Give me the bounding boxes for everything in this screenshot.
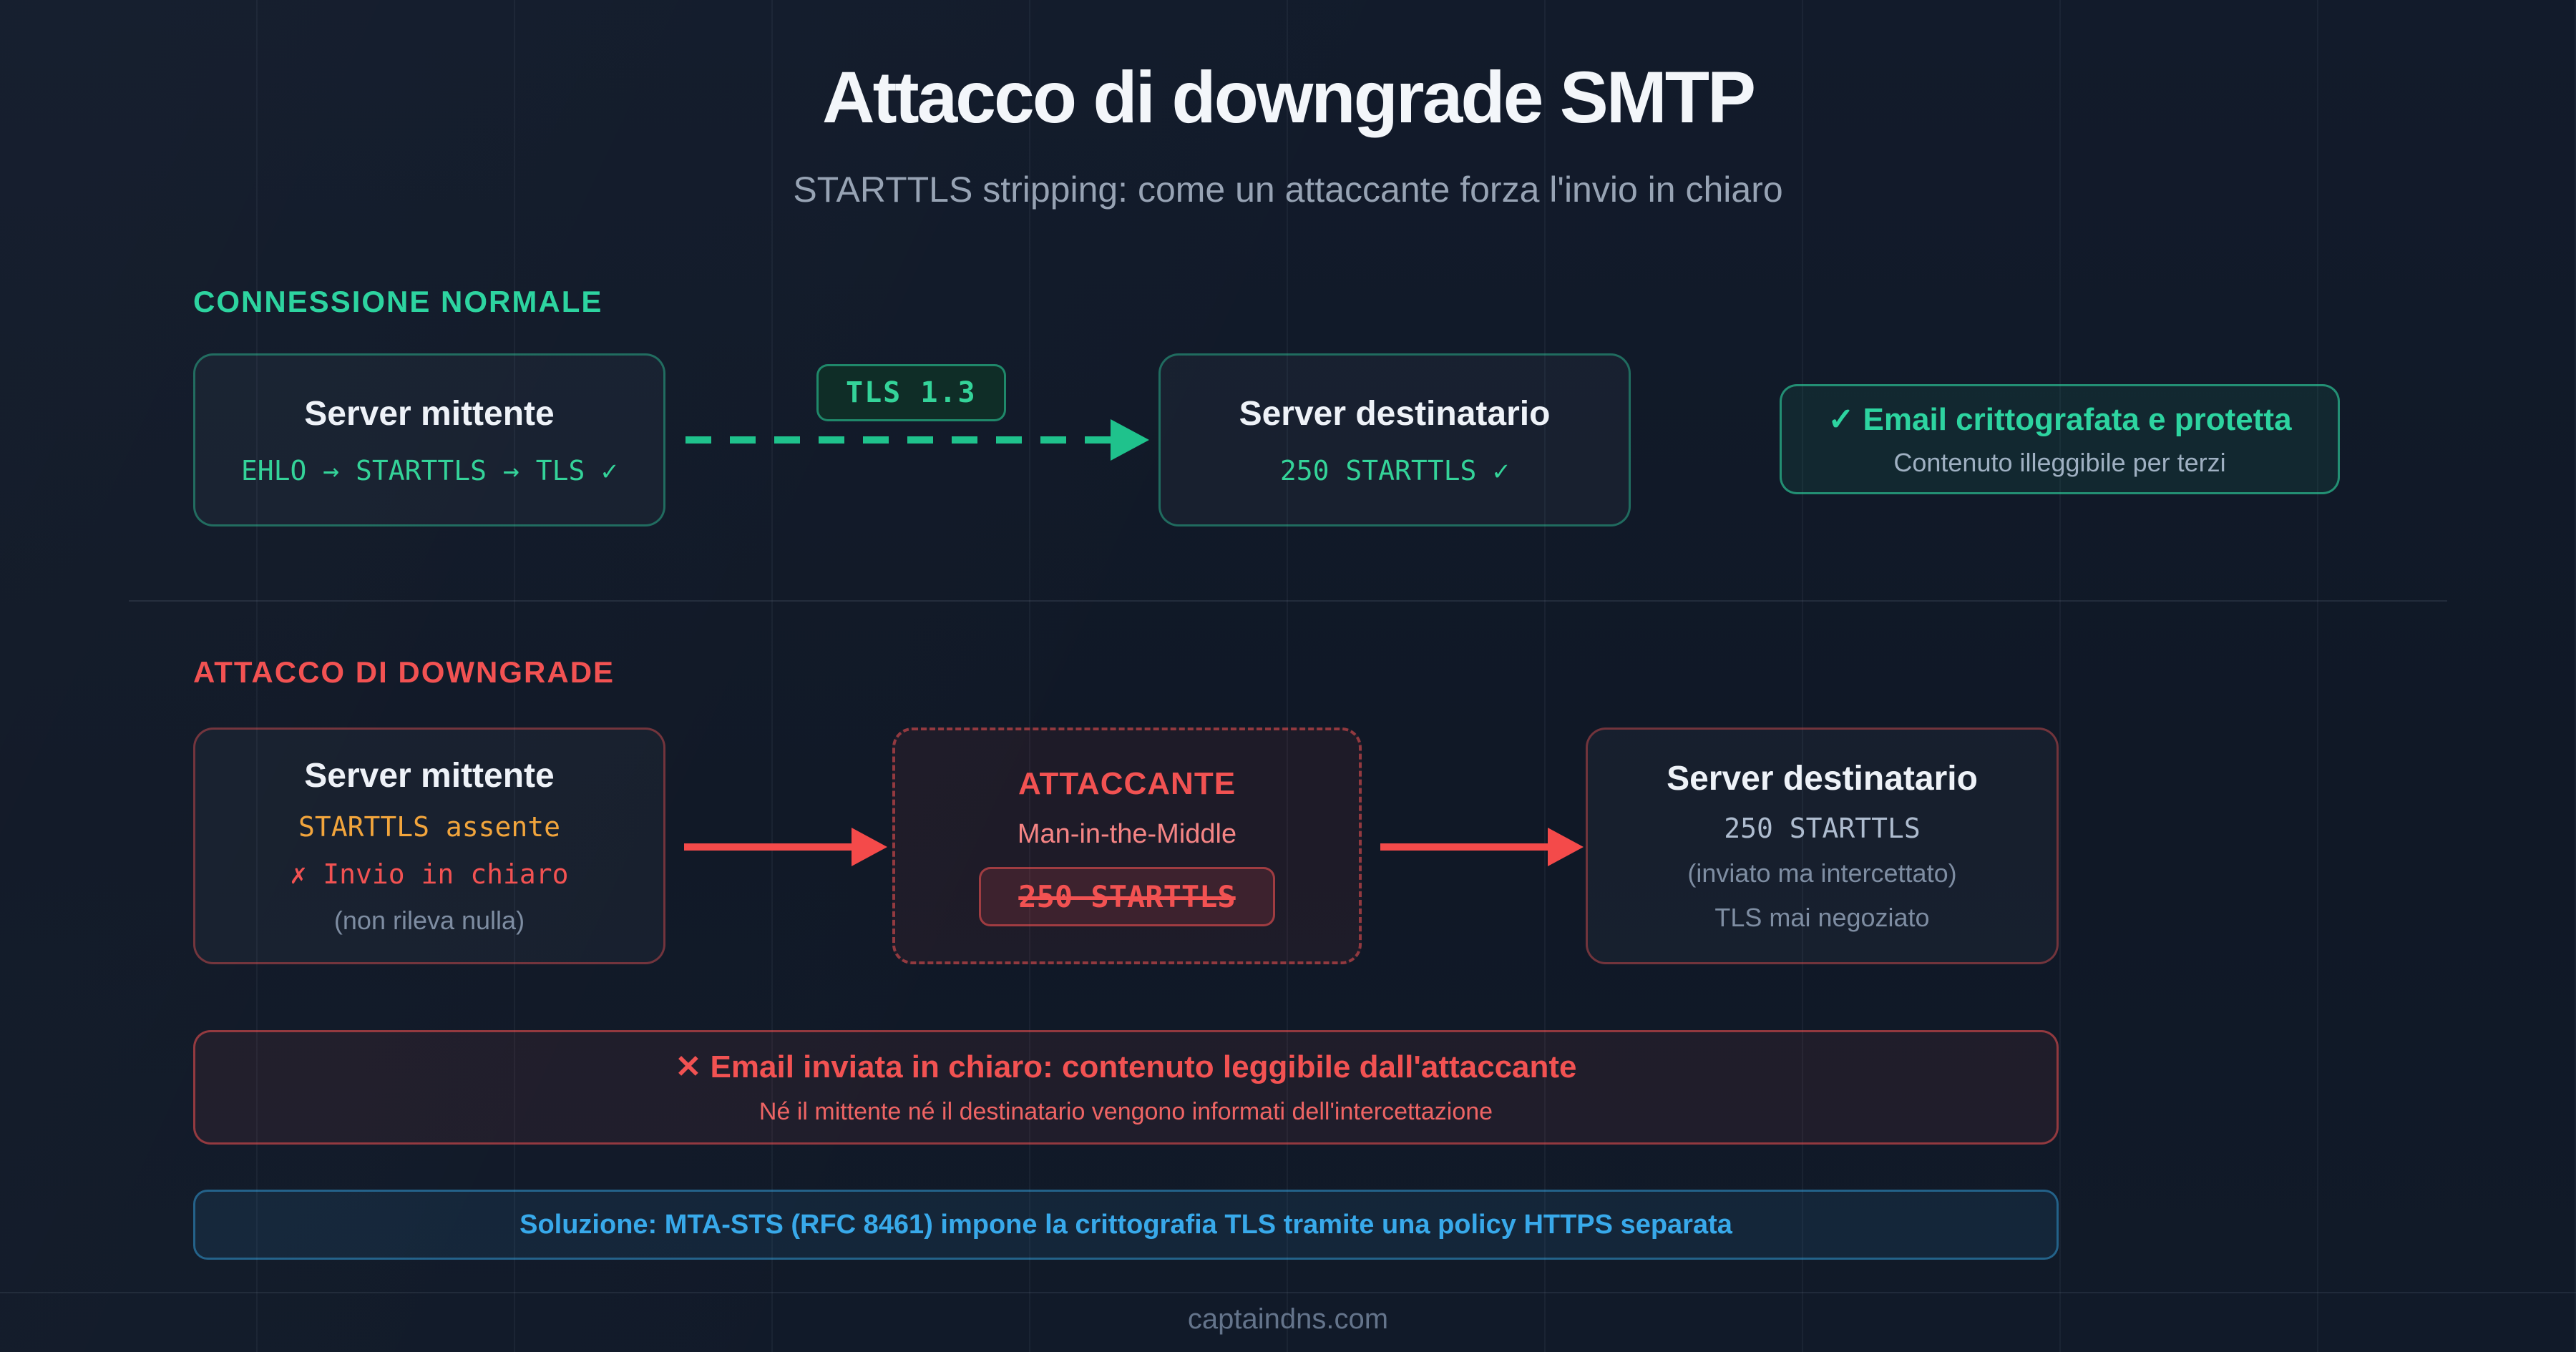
- attacker-subtitle: Man-in-the-Middle: [1017, 818, 1237, 849]
- normal-sender-box: Server mittente EHLO → STARTTLS → TLS ✓: [193, 353, 665, 526]
- encrypted-connection-arrow: [686, 436, 1115, 444]
- footer-divider: [0, 1292, 2576, 1293]
- attack-sender-note: (non rileva nulla): [333, 906, 525, 935]
- attack-sender-plaintext-line: ✗ Invio in chiaro: [290, 858, 569, 890]
- encrypted-result-box: ✓ Email crittografata e protetta Contenu…: [1780, 384, 2340, 494]
- page-subtitle: STARTTLS stripping: come un attaccante f…: [793, 170, 1783, 210]
- encrypted-arrow-head-icon: [1111, 419, 1149, 461]
- attacker-title: ATTACCANTE: [1018, 765, 1236, 801]
- footer-site-label: captaindns.com: [1187, 1303, 1389, 1335]
- attacker-box: ATTACCANTE Man-in-the-Middle 250 STARTTL…: [892, 728, 1362, 964]
- normal-sender-title: Server mittente: [304, 394, 555, 433]
- normal-receiver-title: Server destinatario: [1239, 394, 1551, 433]
- section-divider: [129, 600, 2447, 602]
- tls-version-badge: TLS 1.3: [816, 364, 1006, 421]
- normal-section-label: CONNESSIONE NORMALE: [193, 285, 603, 318]
- intercepted-arrow-right-head-icon: [1548, 828, 1584, 866]
- normal-receiver-detail: 250 STARTTLS ✓: [1279, 454, 1510, 486]
- normal-receiver-box: Server destinatario 250 STARTTLS ✓: [1158, 353, 1631, 526]
- attack-receiver-starttls-line: 250 STARTTLS: [1724, 813, 1921, 844]
- attack-receiver-title: Server destinatario: [1667, 760, 1978, 798]
- page-title: Attacco di downgrade SMTP: [821, 57, 1756, 138]
- encrypted-result-subtitle: Contenuto illeggibile per terzi: [1893, 447, 2226, 477]
- encrypted-result-title: ✓ Email crittografata e protetta: [1828, 401, 2292, 437]
- normal-sender-detail: EHLO → STARTTLS → TLS ✓: [240, 454, 618, 486]
- intercepted-arrow-right: [1380, 843, 1549, 851]
- attack-sender-title: Server mittente: [304, 757, 555, 795]
- plaintext-warning-subtitle: Né il mittente né il destinatario vengon…: [758, 1098, 1493, 1125]
- solution-banner: Soluzione: MTA-STS (RFC 8461) impone la …: [193, 1190, 2059, 1260]
- plaintext-warning-banner: ✕ Email inviata in chiaro: contenuto leg…: [193, 1030, 2059, 1145]
- stripped-starttls-badge: 250 STARTTLS: [979, 866, 1275, 926]
- intercepted-arrow-left: [684, 843, 853, 851]
- attack-sender-box: Server mittente STARTTLS assente ✗ Invio…: [193, 728, 665, 964]
- attack-receiver-intercepted-note: (inviato ma intercettato): [1687, 858, 1957, 888]
- attack-sender-starttls-line: STARTTLS assente: [298, 811, 561, 843]
- plaintext-warning-title: ✕ Email inviata in chiaro: contenuto leg…: [675, 1049, 1577, 1084]
- intercepted-arrow-left-head-icon: [852, 828, 887, 866]
- attack-receiver-tls-note: TLS mai negoziato: [1714, 903, 1930, 932]
- attack-section-label: ATTACCO DI DOWNGRADE: [193, 655, 615, 689]
- solution-text: Soluzione: MTA-STS (RFC 8461) impone la …: [519, 1209, 1732, 1240]
- attack-receiver-box: Server destinatario 250 STARTTLS (inviat…: [1586, 728, 2059, 964]
